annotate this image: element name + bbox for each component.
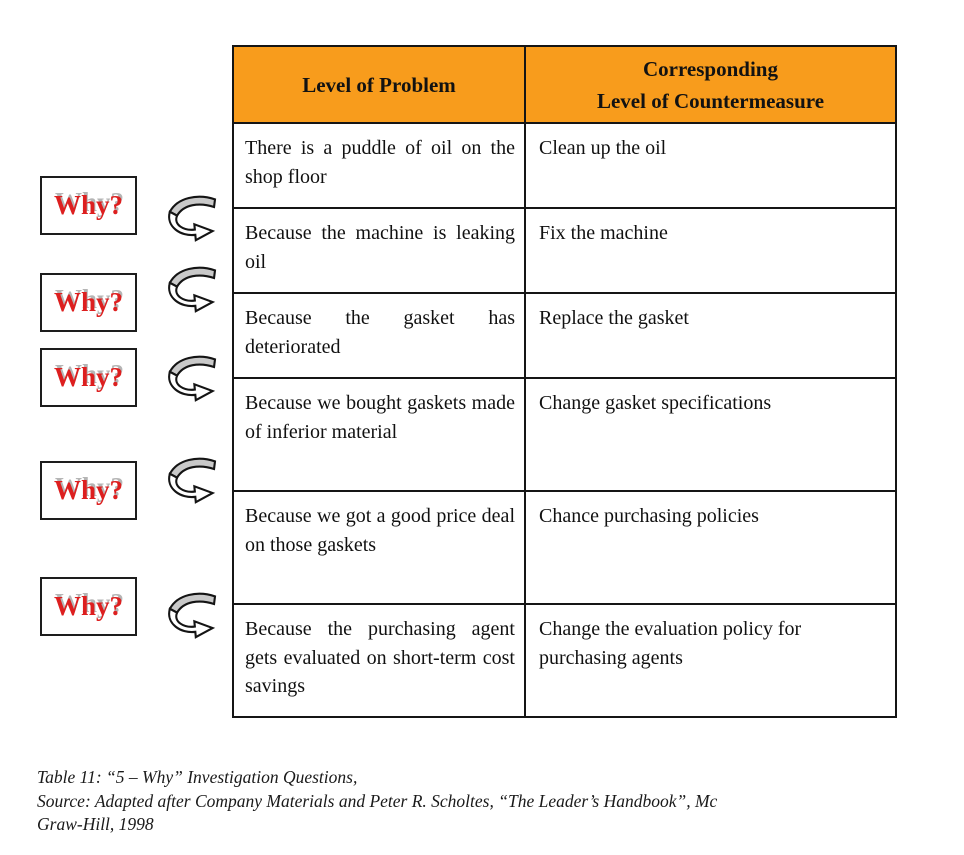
caption-source-line: Source: Adapted after Company Materials … [37,790,718,811]
countermeasure-cell: Replace the gasket [524,292,897,379]
countermeasure-cell: Change gasket specifications [524,377,897,492]
problem-cell: Because we bought gaskets made of inferi… [232,377,526,492]
curved-arrow-icon [168,592,217,639]
countermeasure-cell: Fix the machine [524,207,897,294]
problem-cell: There is a puddle of oil on the shop flo… [232,122,526,209]
header-label: Level of Problem [302,72,456,97]
table-row: Because we bought gaskets made of inferi… [232,377,897,492]
problem-cell: Because the gasket has deteriorated [232,292,526,379]
why-box-3: Why? [40,348,137,407]
header-label-line1: Corresponding [643,56,778,81]
five-why-table: Level of Problem Corresponding Level of … [232,45,897,718]
problem-cell: Because the machine is leaking oil [232,207,526,294]
why-label: Why? [53,475,124,505]
table-caption: Table 11: “5 – Why” Investigation Questi… [37,766,942,837]
table-row: Because the machine is leaking oil Fix t… [232,207,897,294]
curved-arrow-icon [168,195,217,242]
countermeasure-cell: Chance purchasing policies [524,490,897,605]
curved-arrow-icon [168,266,217,313]
countermeasure-cell: Change the evaluation policy for purchas… [524,603,897,718]
why-label: Why? [53,190,124,220]
caption-source-line2: Graw-Hill, 1998 [37,814,154,834]
header-corresponding-countermeasure: Corresponding Level of Countermeasure [524,45,897,124]
curved-arrow-icon [168,355,217,402]
problem-cell: Because we got a good price deal on thos… [232,490,526,605]
table-header-row: Level of Problem Corresponding Level of … [232,45,897,124]
curved-arrow-icon [168,457,217,504]
why-label: Why? [53,362,124,392]
header-label-line2: Level of Countermeasure [596,88,825,113]
why-box-2: Why? [40,273,137,332]
problem-cell: Because the purchasing agent gets evalua… [232,603,526,718]
table-row: There is a puddle of oil on the shop flo… [232,122,897,209]
header-level-of-problem: Level of Problem [232,45,526,124]
why-box-4: Why? [40,461,137,520]
table-row: Because the gasket has deteriorated Repl… [232,292,897,379]
why-label: Why? [53,591,124,621]
countermeasure-cell: Clean up the oil [524,122,897,209]
why-box-1: Why? [40,176,137,235]
why-label: Why? [53,287,124,317]
why-box-5: Why? [40,577,137,636]
caption-title-line: Table 11: “5 – Why” Investigation Questi… [37,767,358,787]
table-row: Because we got a good price deal on thos… [232,490,897,605]
table-row: Because the purchasing agent gets evalua… [232,603,897,718]
